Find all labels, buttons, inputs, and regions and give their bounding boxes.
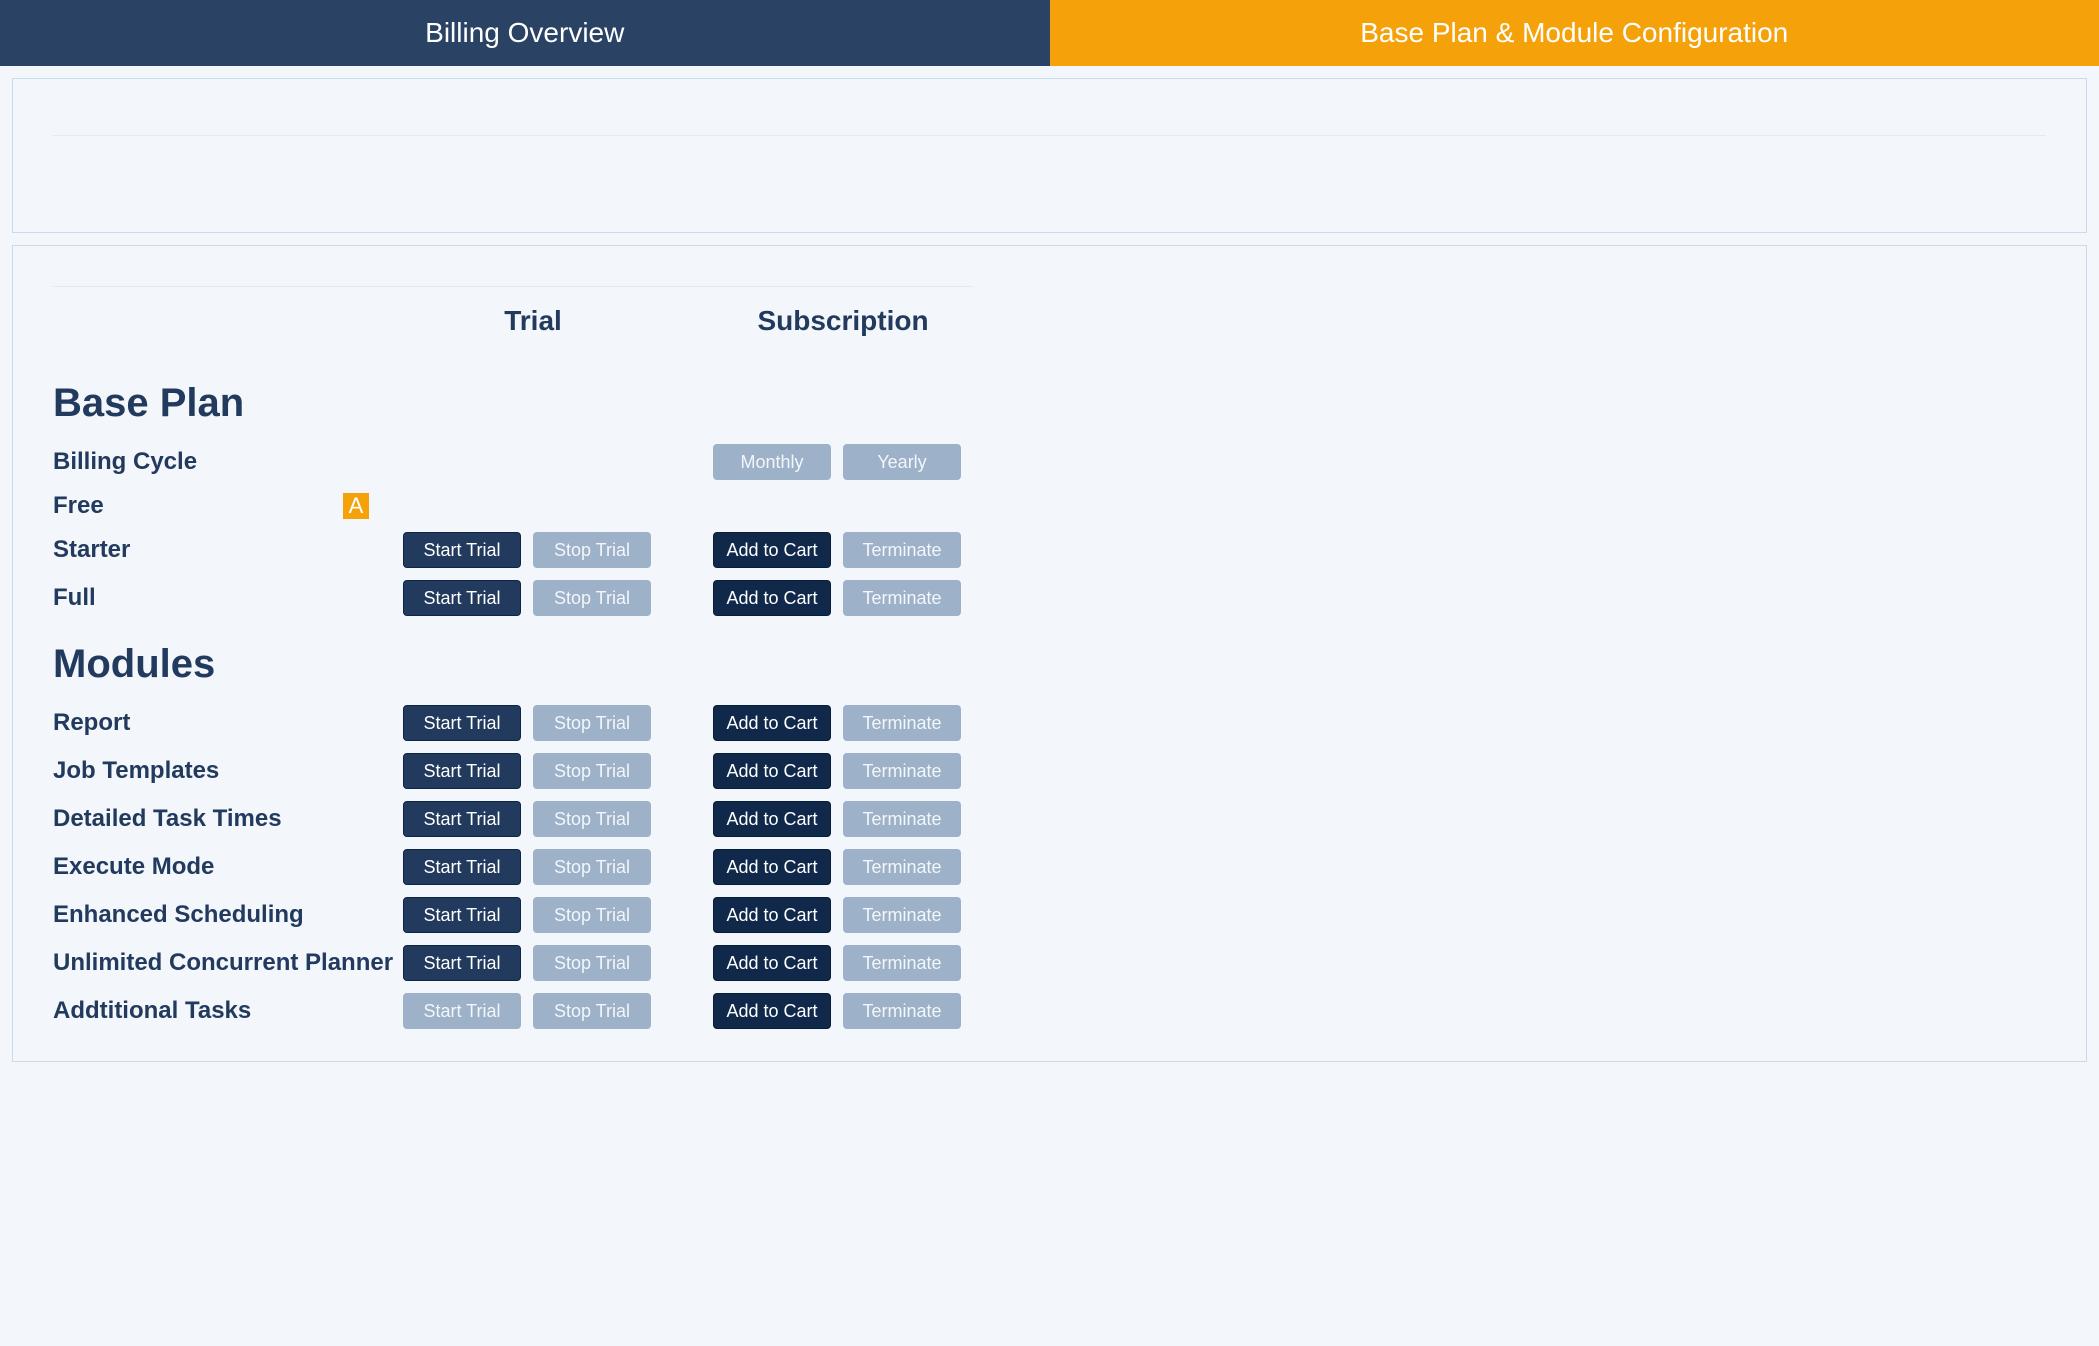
- terminate-button-job_templates: Terminate: [843, 753, 961, 789]
- summary-panel: [12, 78, 2087, 233]
- add-to-cart-button-additional_tasks[interactable]: Add to Cart: [713, 993, 831, 1029]
- tab-base-plan-config[interactable]: Base Plan & Module Configuration: [1050, 0, 2099, 66]
- summary-rule: [53, 135, 2046, 136]
- config-grid: Trial Subscription Base Plan Billing Cycl…: [53, 286, 2046, 1029]
- start-trial-button-report[interactable]: Start Trial: [403, 705, 521, 741]
- config-panel: Trial Subscription Base Plan Billing Cycl…: [12, 245, 2087, 1062]
- start-trial-button-execute_mode[interactable]: Start Trial: [403, 849, 521, 885]
- add-to-cart-button-execute_mode[interactable]: Add to Cart: [713, 849, 831, 885]
- active-plan-badge: A: [343, 493, 369, 519]
- stop-trial-button-report: Stop Trial: [533, 705, 651, 741]
- row-label-execute_mode: Execute Mode: [53, 853, 403, 881]
- stop-trial-button-job_templates: Stop Trial: [533, 753, 651, 789]
- row-label-enhanced_scheduling: Enhanced Scheduling: [53, 901, 403, 929]
- row-label-report: Report: [53, 709, 403, 737]
- section-title-modules: Modules: [53, 628, 973, 693]
- terminate-button-enhanced_scheduling: Terminate: [843, 897, 961, 933]
- start-trial-button-job_templates[interactable]: Start Trial: [403, 753, 521, 789]
- col-head-trial: Trial: [403, 305, 663, 355]
- tab-billing-overview[interactable]: Billing Overview: [0, 0, 1050, 66]
- row-label-billing_cycle: Billing Cycle: [53, 448, 403, 476]
- start-trial-button-starter[interactable]: Start Trial: [403, 532, 521, 568]
- start-trial-button-detailed_task_times[interactable]: Start Trial: [403, 801, 521, 837]
- row-label-job_templates: Job Templates: [53, 757, 403, 785]
- start-trial-button-full[interactable]: Start Trial: [403, 580, 521, 616]
- stop-trial-button-additional_tasks: Stop Trial: [533, 993, 651, 1029]
- add-to-cart-button-full[interactable]: Add to Cart: [713, 580, 831, 616]
- terminate-button-unlimited_concurrent_planner: Terminate: [843, 945, 961, 981]
- terminate-button-execute_mode: Terminate: [843, 849, 961, 885]
- section-title-base-plan: Base Plan: [53, 367, 973, 432]
- terminate-button-full: Terminate: [843, 580, 961, 616]
- col-head-subscription: Subscription: [713, 305, 973, 355]
- stop-trial-button-starter: Stop Trial: [533, 532, 651, 568]
- row-label-unlimited_concurrent_planner: Unlimited Concurrent Planner: [53, 949, 403, 977]
- stop-trial-button-enhanced_scheduling: Stop Trial: [533, 897, 651, 933]
- add-to-cart-button-starter[interactable]: Add to Cart: [713, 532, 831, 568]
- billing-cycle-monthly-button: Monthly: [713, 444, 831, 480]
- top-rule: [53, 286, 973, 287]
- terminate-button-report: Terminate: [843, 705, 961, 741]
- add-to-cart-button-detailed_task_times[interactable]: Add to Cart: [713, 801, 831, 837]
- billing-cycle-yearly-button: Yearly: [843, 444, 961, 480]
- terminate-button-starter: Terminate: [843, 532, 961, 568]
- row-label-detailed_task_times: Detailed Task Times: [53, 805, 403, 833]
- start-trial-button-enhanced_scheduling[interactable]: Start Trial: [403, 897, 521, 933]
- add-to-cart-button-unlimited_concurrent_planner[interactable]: Add to Cart: [713, 945, 831, 981]
- stop-trial-button-execute_mode: Stop Trial: [533, 849, 651, 885]
- add-to-cart-button-job_templates[interactable]: Add to Cart: [713, 753, 831, 789]
- row-label-starter: Starter: [53, 536, 403, 564]
- start-trial-button-unlimited_concurrent_planner[interactable]: Start Trial: [403, 945, 521, 981]
- tab-bar: Billing Overview Base Plan & Module Conf…: [0, 0, 2099, 66]
- row-label-additional_tasks: Addtitional Tasks: [53, 997, 403, 1025]
- terminate-button-additional_tasks: Terminate: [843, 993, 961, 1029]
- stop-trial-button-unlimited_concurrent_planner: Stop Trial: [533, 945, 651, 981]
- row-label-full: Full: [53, 584, 403, 612]
- start-trial-button-additional_tasks: Start Trial: [403, 993, 521, 1029]
- add-to-cart-button-report[interactable]: Add to Cart: [713, 705, 831, 741]
- stop-trial-button-full: Stop Trial: [533, 580, 651, 616]
- terminate-button-detailed_task_times: Terminate: [843, 801, 961, 837]
- stop-trial-button-detailed_task_times: Stop Trial: [533, 801, 651, 837]
- add-to-cart-button-enhanced_scheduling[interactable]: Add to Cart: [713, 897, 831, 933]
